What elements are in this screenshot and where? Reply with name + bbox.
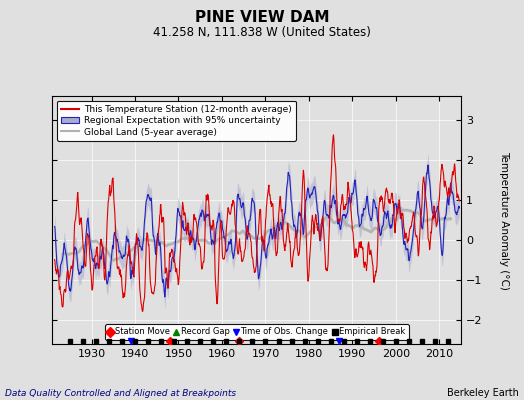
Text: Berkeley Earth: Berkeley Earth	[447, 388, 519, 398]
Text: PINE VIEW DAM: PINE VIEW DAM	[195, 10, 329, 25]
Text: 41.258 N, 111.838 W (United States): 41.258 N, 111.838 W (United States)	[153, 26, 371, 39]
Legend: Station Move, Record Gap, Time of Obs. Change, Empirical Break: Station Move, Record Gap, Time of Obs. C…	[105, 324, 409, 340]
Y-axis label: Temperature Anomaly (°C): Temperature Anomaly (°C)	[499, 150, 509, 290]
Text: Data Quality Controlled and Aligned at Breakpoints: Data Quality Controlled and Aligned at B…	[5, 389, 236, 398]
